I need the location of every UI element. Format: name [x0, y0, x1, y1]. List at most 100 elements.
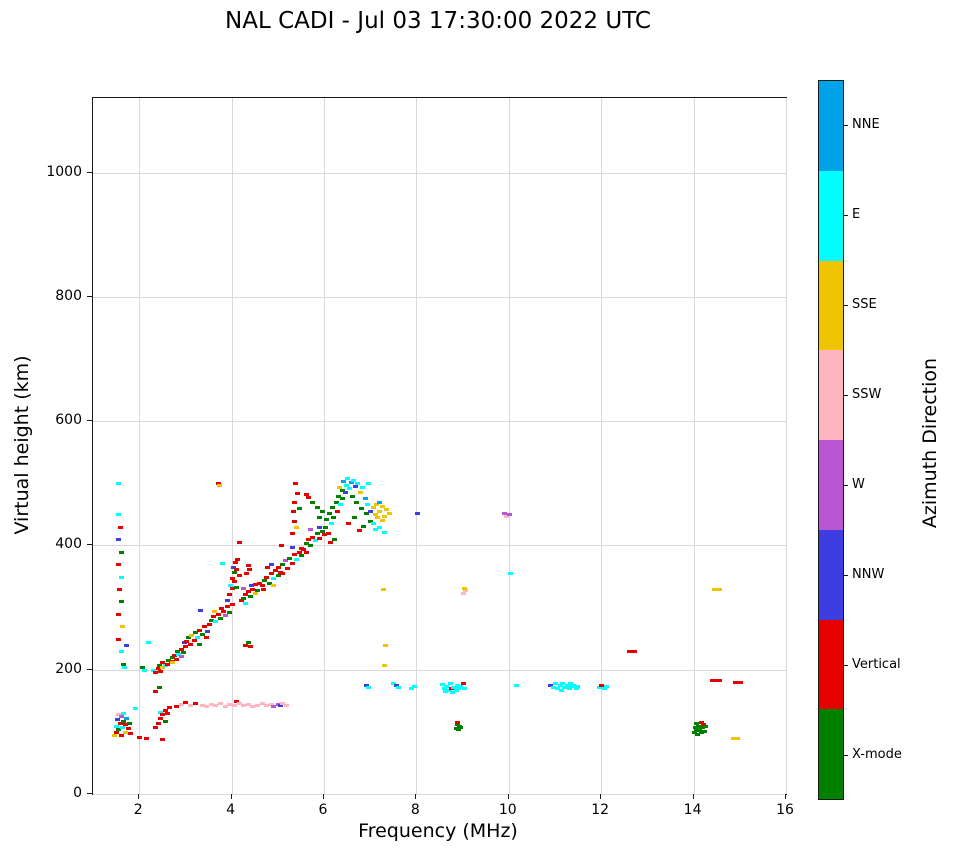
x-tick-mark: [600, 794, 602, 799]
grid-line: [93, 172, 786, 174]
data-point: [548, 683, 554, 687]
data-point: [352, 515, 358, 519]
data-point: [222, 614, 228, 618]
x-tick-mark: [138, 794, 140, 799]
colorbar-segment-nnw: [819, 529, 843, 620]
data-point: [151, 668, 157, 672]
data-point: [118, 733, 124, 737]
data-point: [118, 715, 124, 719]
data-point: [192, 631, 198, 635]
data-point: [301, 548, 307, 552]
data-point: [315, 532, 321, 535]
data-point: [601, 687, 607, 691]
data-point: [111, 733, 117, 737]
data-point: [162, 709, 168, 713]
data-point: [217, 484, 223, 488]
data-point: [698, 720, 704, 724]
data-point: [119, 625, 125, 629]
data-point: [265, 566, 271, 570]
data-point: [197, 642, 203, 646]
data-point: [408, 686, 414, 690]
data-point: [236, 574, 242, 578]
data-point: [127, 732, 133, 736]
data-point: [183, 701, 189, 705]
data-point: [174, 704, 180, 708]
grid-line: [693, 98, 695, 794]
colorbar-tick-label: E: [852, 207, 861, 222]
grid-line: [93, 296, 786, 298]
colorbar: [818, 80, 844, 800]
data-point: [345, 477, 351, 481]
data-point: [696, 724, 702, 728]
data-point: [213, 620, 219, 624]
data-point: [462, 589, 468, 593]
data-point: [255, 589, 260, 593]
data-point: [271, 584, 277, 588]
data-point: [507, 571, 513, 575]
data-point: [257, 581, 263, 585]
colorbar-tick-label: SSW: [852, 387, 882, 402]
data-point: [141, 668, 147, 672]
data-point: [455, 687, 461, 691]
grid-line: [508, 98, 510, 794]
data-point: [358, 507, 364, 511]
grid-line: [93, 421, 786, 423]
data-point: [244, 572, 250, 576]
data-point: [243, 592, 249, 596]
data-point: [346, 522, 352, 526]
data-point: [319, 509, 325, 513]
data-point: [699, 725, 705, 729]
data-point: [502, 512, 508, 516]
data-point: [460, 592, 466, 596]
colorbar-segment-ssw: [819, 350, 843, 440]
data-point: [204, 704, 210, 708]
data-point: [268, 571, 274, 575]
data-point: [208, 619, 214, 622]
colorbar-tick: [844, 755, 848, 756]
data-point: [444, 684, 450, 688]
data-point: [350, 478, 356, 482]
colorbar-tick-label: NNE: [852, 117, 880, 132]
data-point: [415, 512, 421, 516]
data-point: [119, 725, 125, 729]
data-point: [322, 525, 328, 529]
data-point: [271, 576, 277, 580]
data-point: [279, 544, 285, 548]
data-point: [335, 494, 341, 498]
data-point: [317, 515, 323, 519]
data-point: [461, 586, 467, 590]
data-point: [175, 650, 181, 654]
x-tick-mark: [692, 794, 694, 799]
data-point: [382, 514, 388, 518]
data-point: [160, 738, 166, 742]
data-point: [234, 699, 240, 703]
data-point: [553, 682, 558, 686]
data-point: [197, 628, 203, 632]
data-point: [571, 683, 577, 687]
data-point: [599, 683, 605, 687]
data-point: [116, 513, 122, 517]
data-point: [157, 710, 163, 714]
data-point: [310, 535, 316, 539]
data-point: [348, 481, 354, 485]
data-point: [383, 643, 389, 647]
data-point: [117, 587, 123, 591]
data-point: [264, 704, 270, 708]
plot-area: [92, 97, 787, 795]
colorbar-tick-label: X-mode: [852, 747, 902, 762]
data-point: [344, 483, 350, 487]
data-point: [289, 545, 295, 549]
data-point: [222, 704, 228, 708]
data-point: [358, 490, 364, 494]
data-point: [171, 653, 177, 657]
data-point: [249, 584, 254, 588]
data-point: [328, 522, 334, 526]
x-tick-label: 4: [226, 802, 236, 818]
data-point: [280, 572, 286, 576]
data-point: [370, 522, 376, 526]
data-point: [308, 528, 314, 532]
data-point: [573, 687, 579, 691]
data-point: [234, 568, 240, 572]
data-point: [191, 638, 197, 642]
data-point: [204, 636, 210, 640]
